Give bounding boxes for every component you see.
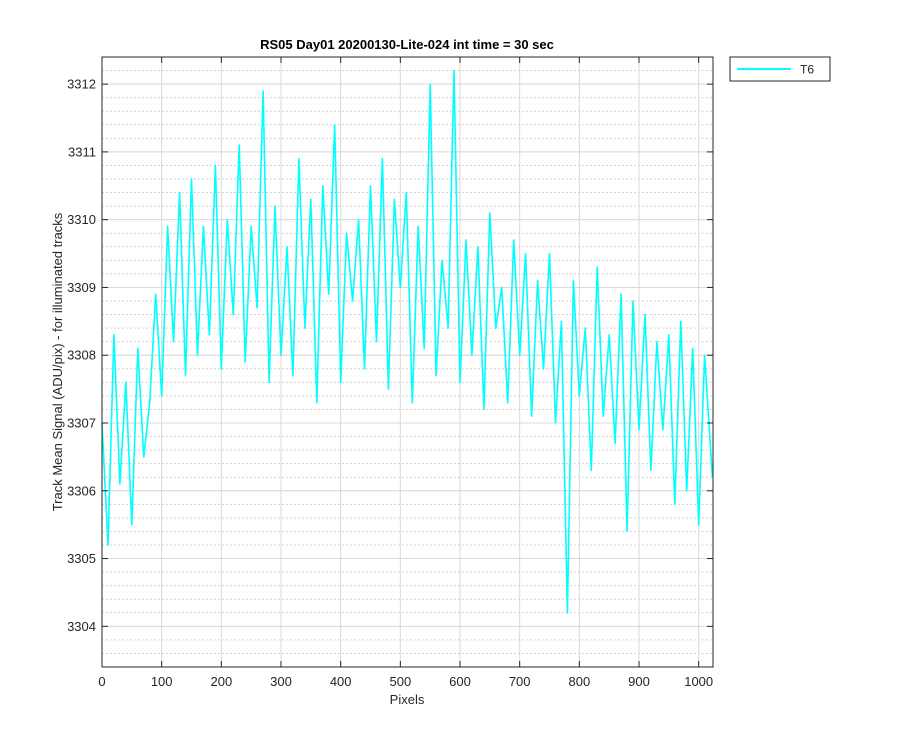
x-tick-labels: 0 100 200 300 400 500 600 700 800 900 1000: [98, 674, 713, 689]
x-tick-label: 1000: [684, 674, 713, 689]
y-axis-label: Track Mean Signal (ADU/pix) - for illumi…: [50, 212, 65, 511]
x-tick-label: 900: [628, 674, 650, 689]
y-tick-label: 3304: [67, 619, 96, 634]
x-tick-label: 400: [330, 674, 352, 689]
y-tick-label: 3310: [67, 212, 96, 227]
series-layer: [101, 69, 714, 614]
chart-title: RS05 Day01 20200130-Lite-024 int time = …: [260, 37, 554, 52]
legend: T6: [729, 56, 831, 82]
x-tick-label: 300: [270, 674, 292, 689]
series-line-t6: [101, 69, 714, 614]
y-tick-labels: 3304 3305 3306 3307 3308 3309 3310 3311 3312: [67, 77, 96, 634]
plot-frame: [101, 56, 714, 668]
y-tick-label: 3312: [67, 77, 96, 92]
x-tick-label: 0: [98, 674, 105, 689]
y-tick-label: 3307: [67, 416, 96, 431]
x-tick-label: 600: [449, 674, 471, 689]
legend-label: T6: [800, 63, 814, 77]
x-tick-label: 100: [151, 674, 173, 689]
plot-background: [102, 57, 713, 667]
y-tick-label: 3309: [67, 280, 96, 295]
x-axis-label: Pixels: [390, 692, 425, 707]
major-gridlines: [101, 57, 713, 667]
x-tick-label: 200: [210, 674, 232, 689]
y-tick-label: 3311: [68, 144, 96, 159]
y-tick-label: 3306: [67, 483, 96, 498]
x-tick-label: 500: [389, 674, 411, 689]
y-tick-label: 3308: [67, 348, 96, 363]
x-tick-label: 700: [509, 674, 531, 689]
x-tick-label: 800: [568, 674, 590, 689]
axis-ticks: [101, 57, 713, 667]
y-tick-label: 3305: [67, 551, 96, 566]
